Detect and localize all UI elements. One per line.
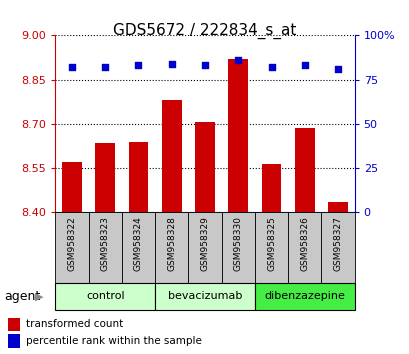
Point: [168, 61, 175, 67]
Point: [201, 63, 208, 68]
FancyBboxPatch shape: [221, 212, 254, 283]
Bar: [294, 128, 314, 212]
Bar: [62, 162, 82, 212]
FancyBboxPatch shape: [188, 212, 221, 283]
FancyBboxPatch shape: [155, 283, 254, 310]
Point: [102, 64, 108, 70]
Text: GSM958329: GSM958329: [200, 216, 209, 271]
FancyBboxPatch shape: [254, 212, 288, 283]
Text: transformed count: transformed count: [26, 319, 123, 329]
Point: [135, 63, 142, 68]
Text: GSM958324: GSM958324: [134, 216, 143, 271]
Point: [334, 66, 340, 72]
Text: GSM958325: GSM958325: [266, 216, 275, 271]
FancyBboxPatch shape: [88, 212, 121, 283]
FancyBboxPatch shape: [288, 212, 321, 283]
Text: GSM958330: GSM958330: [233, 216, 242, 271]
FancyBboxPatch shape: [321, 212, 354, 283]
Bar: [162, 100, 181, 212]
FancyBboxPatch shape: [254, 283, 354, 310]
FancyBboxPatch shape: [121, 212, 155, 283]
Text: GSM958322: GSM958322: [67, 216, 76, 271]
Point: [234, 57, 241, 63]
Text: ▶: ▶: [35, 291, 43, 302]
Bar: [128, 142, 148, 212]
Text: control: control: [86, 291, 124, 302]
Point: [301, 63, 307, 68]
Text: percentile rank within the sample: percentile rank within the sample: [26, 336, 202, 346]
Bar: [95, 143, 115, 212]
Text: GDS5672 / 222834_s_at: GDS5672 / 222834_s_at: [113, 23, 296, 39]
Text: GSM958326: GSM958326: [299, 216, 308, 271]
Text: GSM958328: GSM958328: [167, 216, 176, 271]
Bar: [195, 122, 214, 212]
Point: [267, 64, 274, 70]
Text: dibenzazepine: dibenzazepine: [264, 291, 344, 302]
Bar: [8, 334, 20, 348]
Point: [69, 64, 75, 70]
Text: GSM958323: GSM958323: [101, 216, 110, 271]
Bar: [261, 164, 281, 212]
Text: GSM958327: GSM958327: [333, 216, 342, 271]
Text: agent: agent: [4, 290, 40, 303]
FancyBboxPatch shape: [155, 212, 188, 283]
FancyBboxPatch shape: [55, 212, 88, 283]
Bar: [327, 202, 347, 212]
Text: bevacizumab: bevacizumab: [167, 291, 242, 302]
FancyBboxPatch shape: [55, 283, 155, 310]
Bar: [228, 59, 247, 212]
Bar: [8, 318, 20, 331]
